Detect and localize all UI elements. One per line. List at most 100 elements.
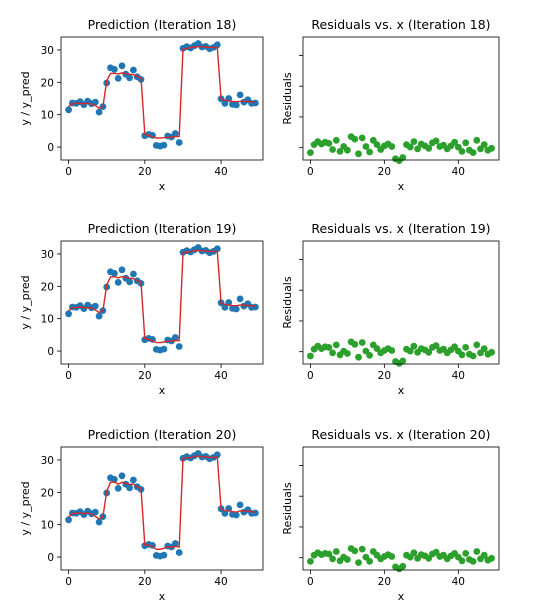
chart-title: Residuals vs. x (Iteration 20) [311,427,490,442]
residual-point-7 [332,548,340,555]
plot-frame [60,446,264,571]
residual-point-25 [399,562,407,570]
x-axis-label: x [398,384,405,397]
y-tick-label: 20 [41,281,54,293]
chart-panel-2: Residuals vs. x (Iteration 18) 0 20 40 x Resi… [281,17,500,193]
x-tick-label: 0 [307,370,314,382]
data-point-45 [236,91,244,99]
y-axis-label: y / y_pred [19,71,32,125]
data-point-0 [65,310,72,318]
residual-point-49 [488,554,495,562]
y-tick-label: 10 [41,520,54,532]
residual-point-49 [488,144,495,152]
chart-title: Prediction (Iteration 20) [88,427,237,442]
x-axis-label: x [398,590,405,603]
residual-point-34 [432,137,440,145]
residual-point-32 [425,348,433,356]
data-point-16 [126,484,133,492]
data-point-29 [175,139,183,146]
residual-point-22 [388,553,396,560]
x-tick-label: 20 [138,370,151,382]
data-point-39 [213,41,221,49]
plot-frame [302,240,500,365]
residual-point-12 [351,135,359,143]
residual-point-34 [432,342,440,349]
x-tick-label: 0 [65,370,72,382]
data-point-29 [175,343,183,350]
x-tick-label: 20 [138,166,151,178]
residual-point-12 [351,340,359,348]
data-point-7 [91,98,99,106]
x-tick-label: 40 [214,576,227,588]
data-point-28 [171,130,179,137]
chart-panel-4: Residuals vs. x (Iteration 19) 0 20 40 x Resi… [281,221,500,397]
residual-point-18 [373,141,381,149]
plot-frame [60,240,264,365]
data-point-41 [221,304,229,311]
y-axis-label: y / y_pred [19,481,32,535]
x-tick-label: 20 [378,576,391,588]
data-point-16 [126,278,133,286]
data-point-13 [114,279,122,286]
data-point-8 [95,108,103,116]
residual-point-42 [462,344,470,351]
x-tick-label: 20 [138,576,151,588]
y-tick-label: 10 [41,110,54,122]
chart-title: Prediction (Iteration 18) [88,17,237,32]
y-tick-label: 30 [41,455,54,467]
data-point-44 [232,511,240,519]
y-axis-label: Residuals [281,72,294,124]
x-axis-label: x [398,180,405,193]
residual-point-29 [414,145,421,153]
x-tick-label: 0 [307,166,314,178]
data-point-8 [95,518,103,526]
residual-point-27 [406,143,414,151]
data-point-14 [118,472,126,480]
residual-point-44 [469,558,477,565]
y-tick-label: 20 [41,77,54,89]
y-tick-label: 0 [47,142,54,154]
x-tick-label: 0 [65,166,72,178]
chart-title: Prediction (Iteration 19) [88,221,237,236]
data-point-7 [91,508,99,516]
y-tick-label: 30 [41,45,54,57]
plot-frame [302,36,500,161]
prediction-line [68,455,256,550]
x-axis-label: x [159,384,166,397]
data-point-13 [114,75,122,82]
residual-point-16 [366,148,373,156]
residual-point-39 [451,138,458,146]
residual-point-47 [480,551,488,559]
residual-point-25 [399,154,407,161]
residual-point-41 [458,148,466,155]
data-point-14 [118,266,126,274]
chart-panel-3: Prediction (Iteration 19) 0 20 40 0 10 20 30 x y … [19,221,264,397]
x-axis-label: x [159,180,166,193]
residual-point-14 [358,339,366,346]
residual-point-14 [358,134,366,142]
residual-point-0 [307,352,314,360]
residual-point-27 [406,347,414,355]
x-tick-label: 20 [378,166,391,178]
prediction-line [68,46,256,139]
x-tick-label: 20 [378,370,391,382]
residual-point-5 [325,344,333,351]
residual-point-14 [358,545,366,553]
data-point-28 [171,334,179,341]
chart-title: Residuals vs. x (Iteration 18) [311,17,490,32]
y-tick-label: 0 [47,346,54,358]
data-point-0 [65,516,72,524]
x-tick-label: 40 [452,576,465,588]
residual-point-47 [480,141,488,149]
residual-point-13 [355,559,362,566]
data-point-44 [232,101,240,109]
y-tick-label: 20 [41,487,54,499]
residual-point-13 [355,353,362,361]
residual-point-28 [410,342,418,350]
residual-point-28 [410,549,418,557]
data-point-25 [160,345,168,353]
residual-point-42 [462,139,470,147]
residual-point-16 [366,558,373,565]
data-point-12 [111,66,118,73]
